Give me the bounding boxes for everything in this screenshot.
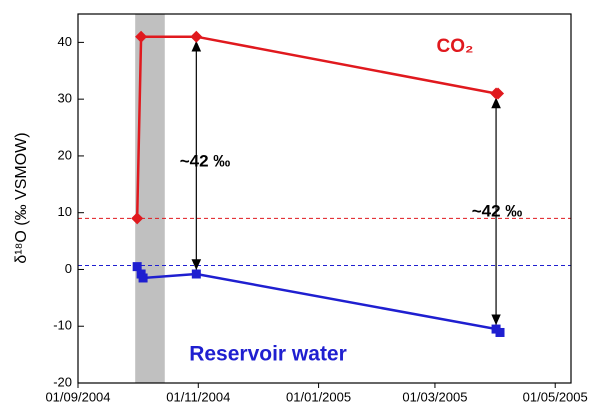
point bbox=[132, 262, 142, 272]
series-label: Reservoir water bbox=[189, 343, 347, 366]
y-tick-label: 0 bbox=[65, 261, 72, 276]
y-tick-label: 20 bbox=[58, 147, 72, 162]
point bbox=[138, 273, 148, 283]
point bbox=[135, 30, 148, 43]
point bbox=[492, 87, 505, 100]
x-tick-label: 01/01/2005 bbox=[286, 389, 351, 404]
y-tick-label: 30 bbox=[58, 91, 72, 106]
point bbox=[190, 30, 203, 43]
y-tick-label: 10 bbox=[58, 204, 72, 219]
series-line bbox=[135, 35, 499, 219]
y-tick-label: 40 bbox=[58, 34, 72, 49]
y-tick-label: -20 bbox=[53, 374, 72, 389]
point bbox=[495, 327, 505, 337]
y-axis-label: δ¹⁸O (‰ VSMOW) bbox=[13, 132, 30, 263]
y-tick-label: -10 bbox=[53, 318, 72, 333]
point bbox=[191, 269, 201, 279]
x-tick-label: 01/05/2005 bbox=[523, 389, 588, 404]
x-tick-label: 01/11/2004 bbox=[166, 389, 230, 404]
point bbox=[131, 212, 144, 225]
x-tick-label: 01/03/2005 bbox=[402, 389, 467, 404]
plot-frame bbox=[77, 13, 572, 384]
series-label: CO₂ bbox=[437, 36, 474, 57]
annotation: ~42 ‰ bbox=[472, 201, 523, 220]
x-tick-label: 01/09/2004 bbox=[45, 389, 110, 404]
annotation: ~42 ‰ bbox=[180, 151, 231, 170]
series-line bbox=[136, 266, 501, 334]
